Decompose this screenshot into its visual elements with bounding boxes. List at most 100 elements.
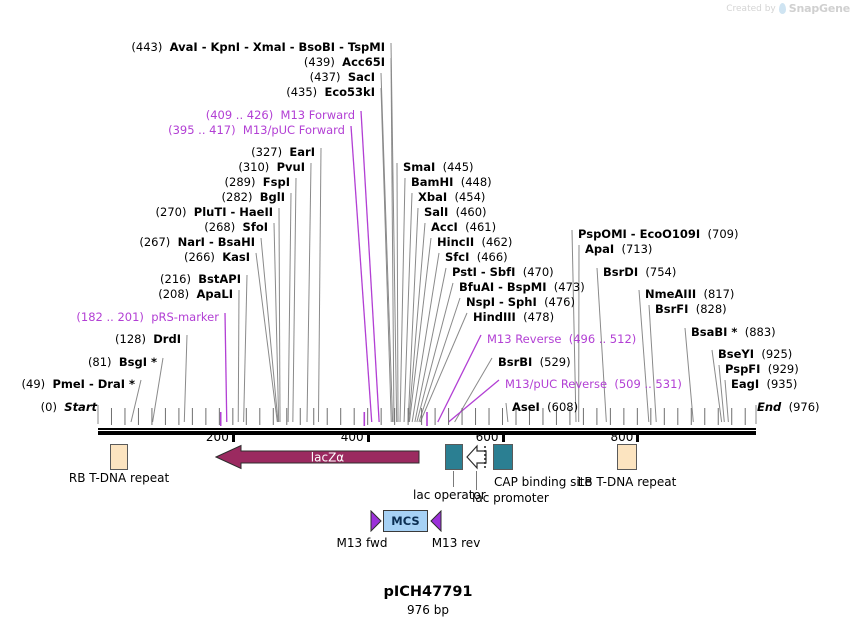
watermark-brand: SnapGene bbox=[788, 2, 850, 15]
label-position-drdi: (128) bbox=[115, 332, 146, 346]
label-position-bsabi: (883) bbox=[744, 325, 776, 339]
label-position-bstapi: (216) bbox=[160, 272, 191, 286]
label-position-bamhi: (448) bbox=[460, 175, 492, 189]
feature-lacz-alpha[interactable]: lacZα bbox=[214, 444, 420, 470]
feature-label-bseyi[interactable]: BseYI (925) bbox=[718, 348, 792, 360]
feature-label-pluti-haeii[interactable]: (270) PluTI - HaeII bbox=[156, 206, 273, 218]
feature-label-prs-marker[interactable]: (182 .. 201) pRS-marker bbox=[76, 311, 219, 323]
primer-caption-m13-fwd: M13 fwd bbox=[336, 536, 388, 550]
label-name-sfci: SfcI bbox=[445, 250, 470, 264]
feature-label-sfoi[interactable]: (268) SfoI bbox=[204, 221, 268, 233]
feature-label-bsrdi[interactable]: BsrDI (754) bbox=[603, 266, 676, 278]
label-name-pspfi: PspFI bbox=[725, 362, 761, 376]
feature-label-bsgi[interactable]: (81) BsgI * bbox=[88, 356, 157, 368]
feature-label-avai-group[interactable]: (443) AvaI - KpnI - XmaI - BsoBI - TspMI bbox=[131, 41, 385, 53]
label-name-hincii: HincII bbox=[437, 235, 475, 249]
feature-label-bsrbi[interactable]: BsrBI (529) bbox=[498, 356, 571, 368]
feature-label-bfuai-bspmi[interactable]: BfuAI - BspMI (473) bbox=[459, 281, 585, 293]
label-position-sfci: (466) bbox=[476, 250, 508, 264]
label-name-eari: EarI bbox=[289, 145, 315, 159]
feature-caption-lac-operator: lac operator bbox=[413, 488, 486, 502]
feature-inline-label-lacz-alpha: lacZα bbox=[311, 451, 345, 465]
feature-label-sfci[interactable]: SfcI (466) bbox=[445, 251, 508, 263]
feature-label-drdi[interactable]: (128) DrdI bbox=[115, 333, 181, 345]
feature-label-m13puc-reverse[interactable]: M13/pUC Reverse (509 .. 531) bbox=[505, 378, 682, 390]
feature-label-bstapi[interactable]: (216) BstAPI bbox=[160, 273, 241, 285]
feature-label-hindiii[interactable]: HindIII (478) bbox=[473, 311, 554, 323]
feature-label-bsabi[interactable]: BsaBI * (883) bbox=[691, 326, 776, 338]
feature-label-saci[interactable]: (437) SacI bbox=[310, 71, 375, 83]
page-title: pICH47791 bbox=[383, 584, 473, 600]
ruler-tick-label-400: 400 bbox=[340, 430, 364, 444]
label-name-bgli: BglI bbox=[259, 190, 285, 204]
feature-label-pvui[interactable]: (310) PvuI bbox=[238, 161, 305, 173]
label-name-fspi: FspI bbox=[262, 175, 290, 189]
label-name-acc65i: Acc65I bbox=[342, 55, 385, 69]
feature-label-sali[interactable]: SalI (460) bbox=[424, 206, 487, 218]
primer-feature-m13-fwd[interactable] bbox=[370, 509, 382, 533]
feature-label-kasi[interactable]: (266) KasI bbox=[184, 251, 250, 263]
label-position-eari: (327) bbox=[251, 145, 283, 159]
feature-label-asei[interactable]: AseI (608) bbox=[512, 401, 578, 413]
feature-lac-promoter[interactable] bbox=[466, 444, 488, 470]
label-name-xbai: XbaI bbox=[418, 190, 448, 204]
feature-label-pspfi[interactable]: PspFI (929) bbox=[725, 363, 799, 375]
label-name-eco53ki: Eco53kI bbox=[324, 85, 375, 99]
feature-label-eco53ki[interactable]: (435) Eco53kI bbox=[286, 86, 375, 98]
label-position-xbai: (454) bbox=[454, 190, 486, 204]
ruler-tick-400 bbox=[366, 433, 370, 442]
label-name-bsrbi: BsrBI bbox=[498, 355, 533, 369]
label-name-hindiii: HindIII bbox=[473, 310, 516, 324]
feature-shape-lacz-alpha: lacZα bbox=[214, 444, 420, 470]
feature-label-pspomi-ecoo109i[interactable]: PspOMI - EcoO109I (709) bbox=[578, 228, 738, 240]
label-name-nmeaiii: NmeAIII bbox=[645, 287, 697, 301]
label-name-bseyi: BseYI bbox=[718, 347, 755, 361]
feature-label-eari[interactable]: (327) EarI bbox=[251, 146, 315, 158]
feature-label-eagi[interactable]: EagI (935) bbox=[731, 378, 797, 390]
feature-label-hincii[interactable]: HincII (462) bbox=[437, 236, 512, 248]
feature-label-m13-reverse[interactable]: M13 Reverse (496 .. 512) bbox=[487, 333, 636, 345]
label-position-apali: (208) bbox=[158, 287, 190, 301]
primer-feature-mcs[interactable]: MCS bbox=[383, 510, 428, 532]
label-position-pmei-drai: (49) bbox=[21, 377, 46, 391]
feature-label-acc65i[interactable]: (439) Acc65I bbox=[304, 56, 385, 68]
feature-label-xbai[interactable]: XbaI (454) bbox=[418, 191, 485, 203]
feature-label-apali[interactable]: (208) ApaLI bbox=[158, 288, 233, 300]
feature-label-end[interactable]: End (976) bbox=[757, 401, 820, 413]
feature-label-pmei-drai[interactable]: (49) PmeI - DraI * bbox=[22, 378, 135, 390]
label-name-psti-sbfi: PstI - SbfI bbox=[452, 265, 516, 279]
primer-feature-m13-rev[interactable] bbox=[430, 509, 442, 533]
label-name-drdi: DrdI bbox=[153, 332, 181, 346]
label-name-avai-group: AvaI - KpnI - XmaI - BsoBI - TspMI bbox=[169, 40, 385, 54]
label-name-acci: AccI bbox=[431, 220, 458, 234]
feature-label-acci[interactable]: AccI (461) bbox=[431, 221, 496, 233]
feature-label-start[interactable]: (0) Start bbox=[41, 401, 97, 413]
feature-label-fspi[interactable]: (289) FspI bbox=[225, 176, 290, 188]
feature-cap-binding-site[interactable] bbox=[493, 444, 513, 470]
feature-label-psti-sbfi[interactable]: PstI - SbfI (470) bbox=[452, 266, 554, 278]
label-name-eagi: EagI bbox=[731, 377, 760, 391]
feature-lac-operator[interactable] bbox=[445, 444, 463, 470]
feature-label-bamhi[interactable]: BamHI (448) bbox=[411, 176, 492, 188]
feature-label-nmeaiii[interactable]: NmeAIII (817) bbox=[645, 288, 734, 300]
label-name-bfuai-bspmi: BfuAI - BspMI bbox=[459, 280, 547, 294]
feature-label-m13-forward[interactable]: (409 .. 426) M13 Forward bbox=[206, 109, 355, 121]
feature-label-smai[interactable]: SmaI (445) bbox=[403, 161, 474, 173]
label-name-sfoi: SfoI bbox=[242, 220, 268, 234]
feature-shape-lac-operator bbox=[445, 444, 463, 470]
label-name-bamhi: BamHI bbox=[411, 175, 454, 189]
feature-rb-tdna-repeat[interactable] bbox=[110, 444, 128, 470]
label-position-hindiii: (478) bbox=[523, 310, 555, 324]
label-position-nari-bsahi: (267) bbox=[139, 235, 171, 249]
feature-label-nspi-sphi[interactable]: NspI - SphI (476) bbox=[466, 296, 575, 308]
label-position-bsrbi: (529) bbox=[539, 355, 571, 369]
primer-shape-m13-fwd bbox=[370, 509, 382, 533]
feature-lb-tdna-repeat[interactable] bbox=[617, 444, 637, 470]
feature-label-nari-bsahi[interactable]: (267) NarI - BsaHI bbox=[139, 236, 255, 248]
feature-label-apai[interactable]: ApaI (713) bbox=[585, 243, 652, 255]
feature-label-bgli[interactable]: (282) BglI bbox=[222, 191, 285, 203]
feature-label-m13puc-forward[interactable]: (395 .. 417) M13/pUC Forward bbox=[168, 124, 345, 136]
feature-label-bsrfi[interactable]: BsrFI (828) bbox=[655, 303, 727, 315]
snapgene-drop-icon bbox=[778, 3, 786, 14]
